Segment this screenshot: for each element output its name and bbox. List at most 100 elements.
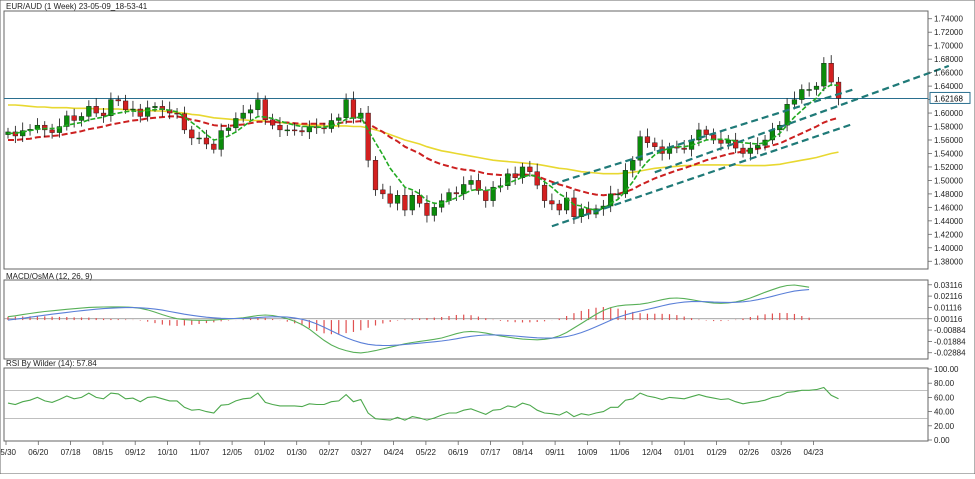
macd-panel-frame [3, 279, 929, 360]
x-tick-label: 06/20 [28, 448, 49, 457]
price-y-tick-label: 1.52000 [934, 163, 963, 172]
candle-body [86, 106, 92, 117]
price-panel-title: EUR/AUD (1 Week) 23-05-09_18-53-41 [6, 2, 148, 11]
candle-body [71, 115, 77, 121]
price-y-tick-label: 1.38000 [934, 257, 963, 266]
candle-body [791, 99, 798, 105]
macd-y-tick-label: 0.03116 [934, 281, 963, 290]
candle-body [262, 99, 268, 120]
candle-body [277, 124, 283, 131]
x-tick-label: 10/09 [577, 448, 598, 457]
candle-body [696, 129, 702, 141]
candle-body [784, 104, 790, 126]
candle-body [637, 136, 643, 161]
x-tick-label: 04/23 [803, 448, 824, 457]
candle-body [255, 99, 261, 110]
candle-body [336, 117, 342, 121]
candle-body [181, 113, 188, 131]
macd-y-tick-label: -0.02884 [934, 349, 966, 358]
price-y-tick-label: 1.60000 [934, 109, 963, 118]
candle-body [806, 89, 812, 91]
channel-line [551, 88, 854, 186]
price-y-tick-label: 1.56000 [934, 136, 963, 145]
candle-body [431, 207, 437, 216]
channel-line [551, 122, 854, 228]
x-tick-label: 01/29 [707, 448, 728, 457]
candle-body [152, 106, 158, 108]
candle-body [461, 184, 467, 195]
rsi-y-tick-label: 80.00 [934, 379, 955, 388]
ma-mid-line [8, 115, 839, 197]
x-tick-label: 11/07 [190, 448, 210, 457]
candle-body [681, 147, 687, 150]
candle-body [725, 139, 731, 144]
candle-body [225, 127, 232, 131]
x-tick-label: 12/04 [642, 448, 663, 457]
candle-body [247, 109, 254, 114]
rsi-y-tick-label: 60.00 [934, 393, 955, 402]
candle-body [475, 180, 482, 191]
candle-body [189, 129, 195, 139]
candle-body [490, 186, 496, 201]
candle-body [372, 160, 379, 191]
candle-body [578, 208, 584, 218]
price-y-tick-label: 1.72000 [934, 28, 963, 37]
candle-body [630, 160, 636, 171]
candle-body [505, 173, 511, 187]
candle-body [718, 139, 724, 144]
x-tick-label: 08/15 [93, 448, 114, 457]
candle-body [42, 124, 48, 131]
price-y-tick-label: 1.50000 [934, 176, 963, 185]
rsi-line [7, 386, 839, 421]
candle-body [703, 129, 709, 135]
price-y-tick-label: 1.74000 [934, 15, 963, 24]
candle-body [365, 112, 371, 161]
rsi-y-tick-label: 100.00 [934, 365, 959, 374]
candle-body [233, 118, 239, 129]
price-y-tick-label: 1.66000 [934, 69, 963, 78]
x-tick-label: 06/19 [448, 448, 469, 457]
x-tick-label: 09/12 [125, 448, 146, 457]
candle-body [56, 126, 63, 133]
candle-body [821, 63, 827, 87]
rsi-y-tick-label: 40.00 [934, 408, 955, 417]
candle-body [512, 173, 518, 178]
price-y-tick-label: 1.54000 [934, 149, 963, 158]
x-tick-label: 03/26 [771, 448, 792, 457]
candle-body [446, 192, 452, 201]
price-y-tick-label: 1.68000 [934, 55, 963, 64]
price-y-tick-label: 1.46000 [934, 203, 963, 212]
candle-body [453, 192, 459, 195]
current-price-badge [929, 91, 971, 104]
price-y-tick-label: 1.70000 [934, 42, 963, 51]
candle-body [417, 195, 423, 204]
candle-body [541, 184, 548, 201]
x-tick-label: 01/02 [254, 448, 275, 457]
candle-body [240, 112, 246, 119]
candle-body [424, 203, 430, 216]
candle-body [556, 203, 562, 211]
x-tick-label: 03/27 [351, 448, 372, 457]
price-y-tick-label: 1.44000 [934, 217, 963, 226]
candle-body [380, 189, 386, 195]
candle-body [527, 166, 533, 172]
candle-body [78, 116, 85, 121]
candle-body [270, 119, 276, 126]
candle-body [387, 193, 393, 204]
macd-y-tick-label: 0.00116 [934, 315, 963, 324]
candle-body [747, 147, 753, 154]
price-y-tick-label: 1.40000 [934, 244, 963, 253]
rsi-panel-frame [3, 367, 929, 442]
x-tick-label: 02/26 [739, 448, 760, 457]
candle-body [571, 197, 577, 218]
candle-body [835, 81, 842, 99]
candle-body [813, 85, 820, 90]
candle-body [115, 99, 121, 102]
rsi-plot [4, 386, 928, 421]
candle-body [755, 145, 761, 149]
x-tick-label: 12/05 [222, 448, 243, 457]
channel-line [654, 64, 950, 174]
candle-body [100, 112, 107, 116]
